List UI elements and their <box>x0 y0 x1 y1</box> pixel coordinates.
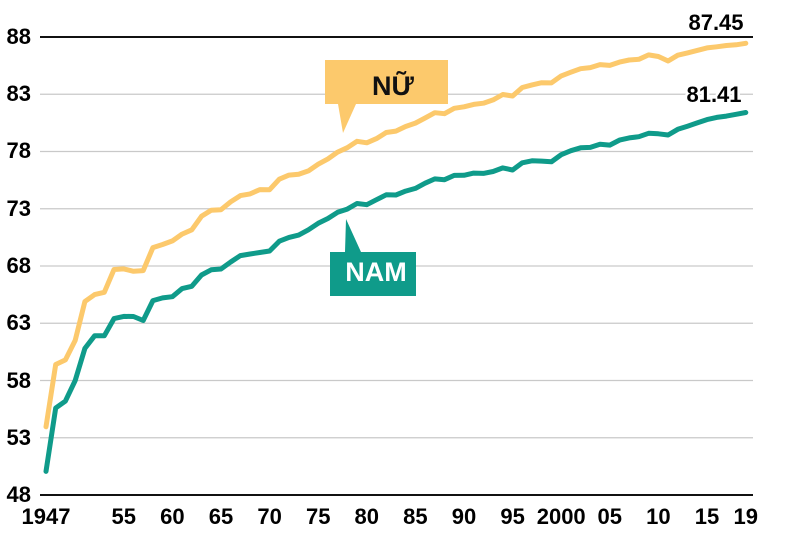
svg-text:70: 70 <box>257 504 281 529</box>
svg-text:90: 90 <box>452 504 476 529</box>
svg-text:48: 48 <box>7 482 31 507</box>
svg-text:95: 95 <box>500 504 524 529</box>
svg-text:NỮ: NỮ <box>372 70 414 101</box>
svg-text:2000: 2000 <box>537 504 586 529</box>
svg-text:15: 15 <box>695 504 719 529</box>
svg-text:75: 75 <box>306 504 330 529</box>
svg-text:85: 85 <box>403 504 427 529</box>
svg-text:68: 68 <box>7 253 31 278</box>
svg-text:87.45: 87.45 <box>688 10 743 35</box>
svg-text:10: 10 <box>646 504 670 529</box>
svg-text:73: 73 <box>7 196 31 221</box>
svg-text:65: 65 <box>209 504 233 529</box>
svg-text:78: 78 <box>7 138 31 163</box>
svg-text:05: 05 <box>598 504 622 529</box>
svg-text:81.41: 81.41 <box>686 82 741 107</box>
svg-text:63: 63 <box>7 310 31 335</box>
svg-text:58: 58 <box>7 368 31 393</box>
svg-text:1947: 1947 <box>22 504 71 529</box>
svg-text:88: 88 <box>7 24 31 49</box>
svg-text:60: 60 <box>160 504 184 529</box>
svg-text:83: 83 <box>7 81 31 106</box>
svg-text:80: 80 <box>355 504 379 529</box>
svg-text:19: 19 <box>734 504 758 529</box>
svg-text:53: 53 <box>7 425 31 450</box>
svg-text:NAM: NAM <box>345 257 407 287</box>
svg-text:55: 55 <box>112 504 136 529</box>
